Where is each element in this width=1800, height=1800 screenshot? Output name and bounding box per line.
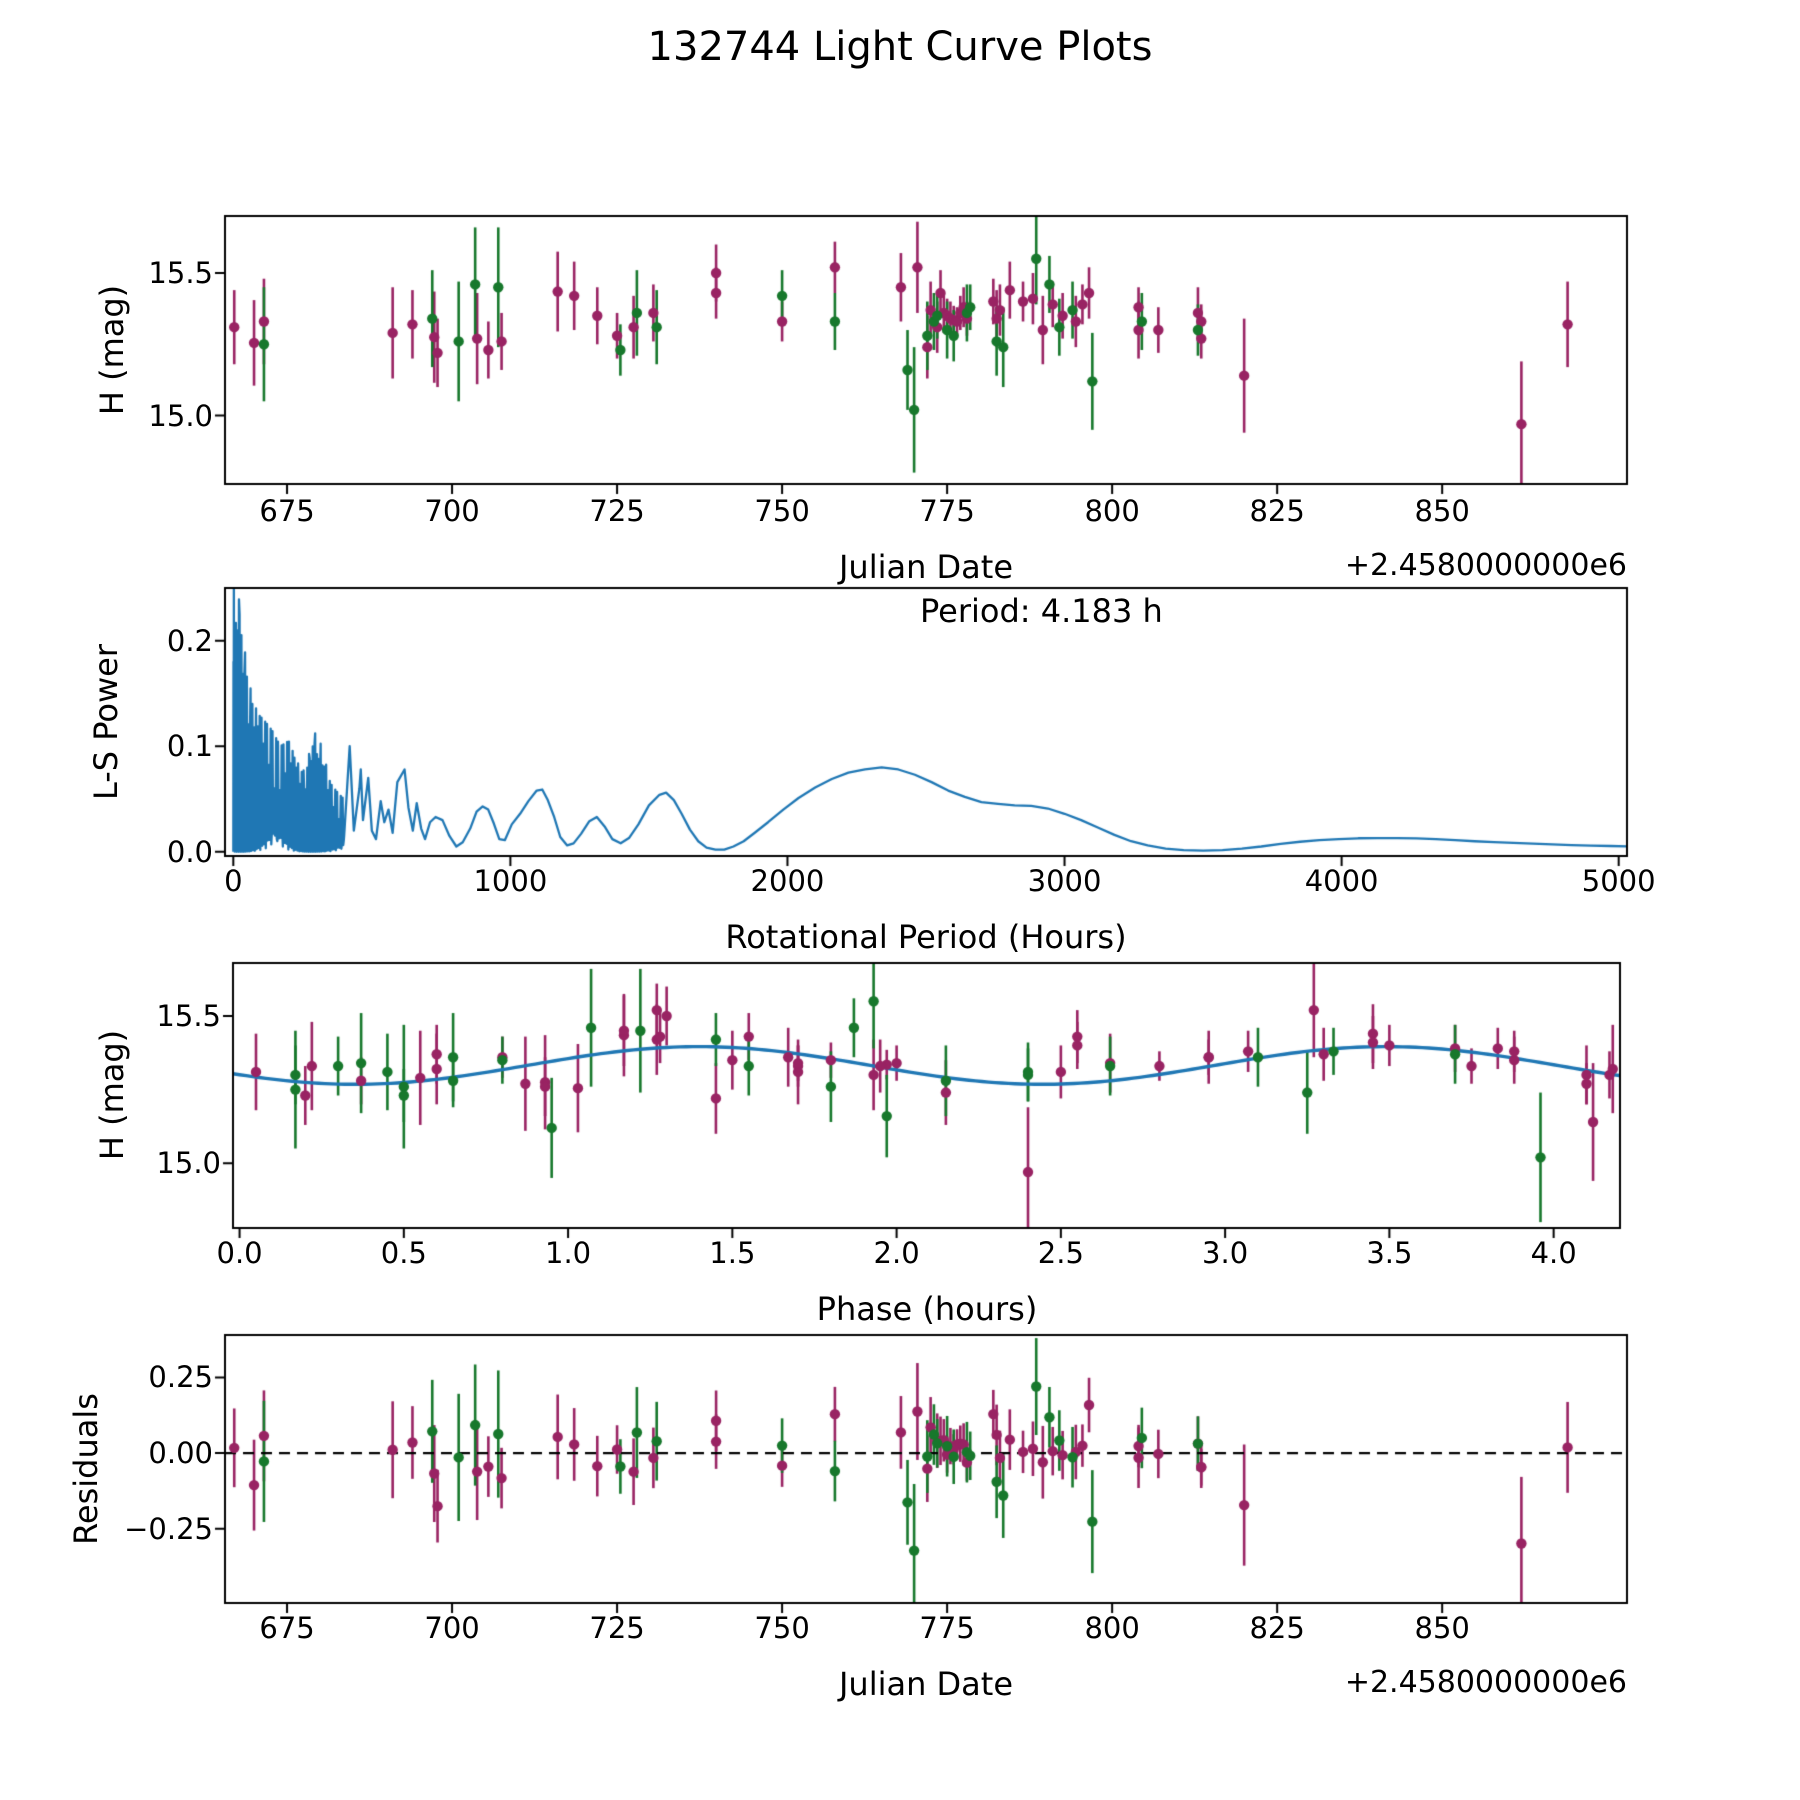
p1-xlabel: Julian Date <box>838 548 1014 586</box>
p3-xtick-label: 1.5 <box>709 1236 756 1270</box>
p1-xtick-label: 825 <box>1249 494 1305 528</box>
p3-xtick-label: 0.5 <box>380 1236 427 1270</box>
p2-xtick-label: 4000 <box>1304 864 1379 898</box>
p3-xtick-label: 0.0 <box>216 1236 263 1270</box>
p2-period-annotation: Period: 4.183 h <box>920 592 1163 630</box>
p1-xtick-label: 675 <box>259 494 315 528</box>
p4-xtick-label: 825 <box>1249 1611 1305 1645</box>
p3-xtick-label: 3.0 <box>1202 1236 1249 1270</box>
figure-title: 132744 Light Curve Plots <box>647 24 1153 70</box>
p4-ytick-label: −0.25 <box>124 1511 213 1546</box>
p2-ylabel: L-S Power <box>87 643 125 801</box>
p2-xtick-label: 2000 <box>750 864 825 898</box>
p3-xtick-label: 3.5 <box>1366 1236 1413 1270</box>
p3-xtick-label: 2.0 <box>873 1236 920 1270</box>
p3-ylabel: H (mag) <box>93 1029 131 1161</box>
p4-xtick-label: 750 <box>754 1611 810 1645</box>
p4-x-offset-label: +2.4580000000e6 <box>1344 1665 1627 1700</box>
p3-xtick-label: 1.0 <box>545 1236 592 1270</box>
p1-xtick-label: 725 <box>589 494 645 528</box>
p2-xtick-label: 5000 <box>1581 864 1656 898</box>
p2-ytick-label: 0.2 <box>166 623 213 658</box>
p4-xlabel: Julian Date <box>838 1665 1014 1703</box>
p1-xtick-label: 850 <box>1414 494 1470 528</box>
p4-ylabel: Residuals <box>67 1393 105 1545</box>
p4-xtick-label: 800 <box>1084 1611 1140 1645</box>
p1-xtick-label: 700 <box>424 494 480 528</box>
p1-ylabel: H (mag) <box>93 284 131 416</box>
p2-xtick-label: 3000 <box>1027 864 1102 898</box>
p4-xtick-label: 775 <box>919 1611 975 1645</box>
p1-ytick-label: 15.5 <box>148 256 213 291</box>
p2-xtick-label: 0 <box>224 864 243 898</box>
p2-ytick-label: 0.0 <box>166 834 213 869</box>
p4-xtick-label: 675 <box>259 1611 315 1645</box>
p4-xtick-label: 850 <box>1414 1611 1470 1645</box>
p3-xlabel: Phase (hours) <box>816 1290 1038 1328</box>
p3-xtick-label: 2.5 <box>1037 1236 1084 1270</box>
p3-ytick-label: 15.0 <box>156 1146 221 1181</box>
p1-ytick-label: 15.0 <box>148 398 213 433</box>
p2-xtick-label: 1000 <box>473 864 548 898</box>
p4-xtick-label: 725 <box>589 1611 645 1645</box>
p4-ytick-label: 0.25 <box>148 1360 213 1395</box>
p1-xtick-label: 800 <box>1084 494 1140 528</box>
p4-ytick-label: 0.00 <box>148 1436 213 1471</box>
p3-ytick-label: 15.5 <box>156 999 221 1033</box>
p2-xlabel: Rotational Period (Hours) <box>725 918 1127 956</box>
p4-xtick-label: 700 <box>424 1611 480 1645</box>
p1-x-offset-label: +2.4580000000e6 <box>1344 548 1627 583</box>
p1-xtick-label: 750 <box>754 494 810 528</box>
p1-xtick-label: 775 <box>919 494 975 528</box>
p2-ytick-label: 0.1 <box>166 729 213 764</box>
p3-xtick-label: 4.0 <box>1530 1236 1577 1270</box>
